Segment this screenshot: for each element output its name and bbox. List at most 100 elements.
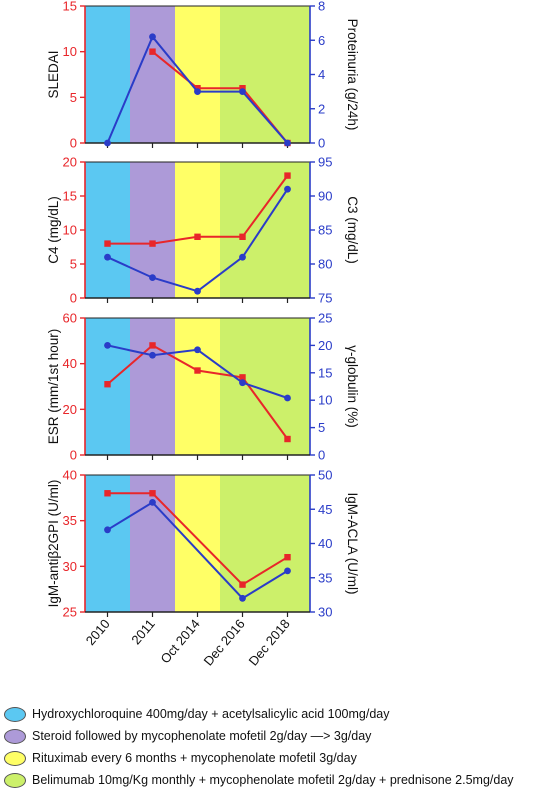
treatment-band <box>175 475 220 612</box>
left-series-point <box>149 48 156 55</box>
left-tick-label: 10 <box>63 44 77 59</box>
left-axis-label: C4 (mg/dL) <box>46 196 61 264</box>
right-tick-label: 90 <box>318 189 332 204</box>
right-series-point <box>239 253 246 261</box>
right-tick-label: 30 <box>318 605 332 620</box>
chart-panel-1: 0 5 10 15 SLEDAI 0 2 4 6 8 Proteinuria (g/24h) <box>46 0 360 151</box>
right-series-point <box>284 139 291 147</box>
treatment-band <box>130 318 175 455</box>
left-series-point <box>284 435 291 443</box>
treatment-band <box>85 6 130 143</box>
right-series-point <box>104 342 111 349</box>
left-tick-label: 20 <box>63 155 77 170</box>
right-series-point <box>239 594 246 602</box>
right-tick-label: 0 <box>318 448 325 463</box>
left-tick-label: 15 <box>63 0 77 14</box>
x-tick-label: 2011 <box>128 616 157 647</box>
legend-item: Hydroxychloroquine 400mg/day + acetylsal… <box>4 703 534 725</box>
left-tick-label: 0 <box>70 136 77 151</box>
right-tick-label: 35 <box>318 570 332 585</box>
left-series-point <box>149 490 156 497</box>
treatment-band <box>130 475 175 612</box>
left-tick-label: 10 <box>63 223 77 238</box>
left-series-point <box>284 172 291 179</box>
right-tick-label: 20 <box>318 338 332 353</box>
right-axis-label: IgM-ACLA (U/ml) <box>345 492 360 594</box>
right-series-point <box>284 394 291 402</box>
right-series-point <box>104 139 111 147</box>
left-tick-label: 0 <box>70 291 77 306</box>
left-series-point <box>239 581 246 588</box>
right-tick-label: 95 <box>318 155 332 170</box>
right-series-point <box>149 33 156 41</box>
legend-swatch-purple <box>4 728 26 744</box>
x-tick-label: Oct 2014 <box>157 616 202 666</box>
legend-label: Hydroxychloroquine 400mg/day + acetylsal… <box>32 707 390 721</box>
right-tick-label: 45 <box>318 502 332 517</box>
right-tick-label: 75 <box>318 291 332 306</box>
legend-swatch-blue <box>4 706 26 722</box>
right-series-point <box>104 253 111 261</box>
left-series-point <box>149 240 156 247</box>
legend-item: Rituximab every 6 months + mycophenolate… <box>4 747 534 769</box>
left-axis-label: ESR (mm/1st hour) <box>46 329 61 445</box>
right-tick-label: 10 <box>318 393 332 408</box>
treatment-band <box>175 162 220 298</box>
left-series-point <box>104 240 111 247</box>
right-series-point <box>284 567 291 575</box>
right-tick-label: 40 <box>318 536 332 551</box>
left-series-point <box>194 367 201 374</box>
chart-figure: 0 5 10 15 SLEDAI 0 2 4 6 8 Proteinuria (g/24h) 0 5 10… <box>46 0 360 669</box>
right-tick-label: 15 <box>318 365 332 380</box>
left-tick-label: 40 <box>63 468 77 483</box>
right-series-point <box>239 379 246 387</box>
treatment-legend: Hydroxychloroquine 400mg/day + acetylsal… <box>4 703 534 791</box>
left-tick-label: 0 <box>70 448 77 463</box>
right-tick-label: 80 <box>318 257 332 272</box>
treatment-band <box>220 318 310 455</box>
chart-panel-2: 0 5 10 15 20 C4 (mg/dL) 75 80 85 90 95 C3 (mg/dL) <box>46 155 360 306</box>
right-series-point <box>284 185 291 193</box>
legend-item: Steroid followed by mycophenolate mofeti… <box>4 725 534 747</box>
left-series-point <box>194 233 201 240</box>
right-tick-label: 5 <box>318 420 325 435</box>
left-series-line <box>151 50 289 144</box>
right-series-point <box>149 351 156 359</box>
right-axis-label: γ-globulin (%) <box>345 345 360 428</box>
left-tick-label: 20 <box>63 402 77 417</box>
left-tick-label: 40 <box>63 356 77 371</box>
right-tick-label: 6 <box>318 33 325 48</box>
legend-label: Belimumab 10mg/Kg monthly + mycophenolat… <box>32 773 514 787</box>
left-tick-label: 35 <box>63 513 77 528</box>
left-series-line <box>107 492 289 586</box>
right-tick-label: 2 <box>318 101 325 116</box>
treatment-band <box>220 475 310 612</box>
left-tick-label: 5 <box>70 90 77 105</box>
right-series-point <box>194 346 201 354</box>
right-series-line <box>106 501 289 600</box>
treatment-band <box>220 162 310 298</box>
treatment-band <box>175 318 220 455</box>
left-series-point <box>104 381 111 388</box>
treatment-band <box>85 475 130 612</box>
left-tick-label: 25 <box>63 605 77 620</box>
left-axis-label: SLEDAI <box>46 50 61 98</box>
x-tick-label: 2010 <box>83 616 113 648</box>
treatment-band <box>220 6 310 143</box>
right-series-point <box>149 274 156 281</box>
left-series-point <box>194 85 201 92</box>
right-series-point <box>104 526 111 534</box>
x-tick-label: Dec 2018 <box>246 616 293 668</box>
right-tick-label: 0 <box>318 136 325 151</box>
x-tick-label: Dec 2016 <box>201 616 248 668</box>
right-series-point <box>194 287 201 295</box>
left-tick-label: 60 <box>63 311 77 326</box>
right-axis-label: Proteinuria (g/24h) <box>345 19 360 131</box>
right-axis-label: C3 (mg/dL) <box>345 196 360 264</box>
right-tick-label: 85 <box>318 223 332 238</box>
left-tick-label: 30 <box>63 559 77 574</box>
right-tick-label: 8 <box>318 0 325 14</box>
left-series-point <box>239 85 246 92</box>
